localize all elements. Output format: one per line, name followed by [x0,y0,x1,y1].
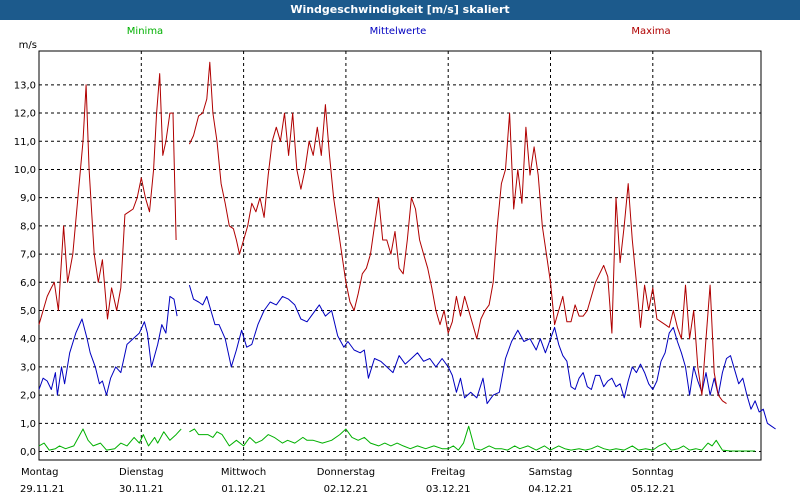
x-axis-ticks: Montag 29.11.21 Dienstag 30.11.21 Mittwoch 01… [20,467,675,495]
chart-background [0,20,800,500]
x-tick-day: Samstag [529,467,573,478]
series-line-maxima [38,73,177,325]
y-tick-label: 5,0 [20,306,36,317]
y-tick-label: 1,0 [20,419,36,430]
x-tick-date: 03.12.21 [426,484,471,495]
x-tick-date: 02.12.21 [324,484,369,495]
x-tick-date: 29.11.21 [20,484,65,495]
y-tick-label: 9,0 [20,193,36,204]
x-tick-date: 30.11.21 [119,484,164,495]
series-line-maxima [188,61,727,405]
legend: Minima Mittelwerte Maxima [127,26,671,37]
y-axis-ticks: 0,0 1,0 2,0 3,0 4,0 5,0 6,0 7,0 8,0 9,0 10,0 11,0 12… [14,80,36,458]
y-tick-label: 12,0 [14,109,36,120]
x-tick-date: 04.12.21 [528,484,573,495]
series-line-minima [189,425,756,452]
y-tick-label: 0,0 [20,447,36,458]
y-tick-label: 11,0 [14,137,36,148]
legend-label: Maxima [631,26,670,37]
x-tick-date: 05.12.21 [631,484,676,495]
legend-label: Minima [127,26,163,37]
y-tick-label: 7,0 [20,250,36,261]
x-tick-day: Dienstag [119,467,164,478]
y-tick-label: 8,0 [20,221,36,232]
x-tick-day: Mittwoch [221,467,266,478]
y-tick-label: 4,0 [20,334,36,345]
y-tick-label: 10,0 [14,165,36,176]
x-tick-day: Freitag [431,467,465,478]
series-lines [38,61,776,452]
series-line-minima [38,428,182,451]
series-line-mittelwerte [38,295,178,396]
y-tick-label: 2,0 [20,391,36,402]
grid [39,51,761,460]
x-tick-day: Montag [21,467,58,478]
y-tick-label: 13,0 [14,80,36,91]
y-axis-unit-label: m/s [19,40,37,51]
plot-area-frame [38,50,762,461]
wind-speed-chart: m/s Minima Mittelwerte Maxima 0,0 1,0 2,0 3,0… [0,20,800,500]
y-tick-label: 6,0 [20,278,36,289]
chart-title: Windgeschwindigkeit [m/s] skaliert [0,0,800,20]
legend-label: Mittelwerte [370,26,427,37]
series-line-mittelwerte [188,284,776,430]
x-tick-day: Donnerstag [317,467,375,478]
y-tick-label: 3,0 [20,362,36,373]
x-tick-date: 01.12.21 [221,484,266,495]
x-tick-day: Sonntag [632,467,674,478]
